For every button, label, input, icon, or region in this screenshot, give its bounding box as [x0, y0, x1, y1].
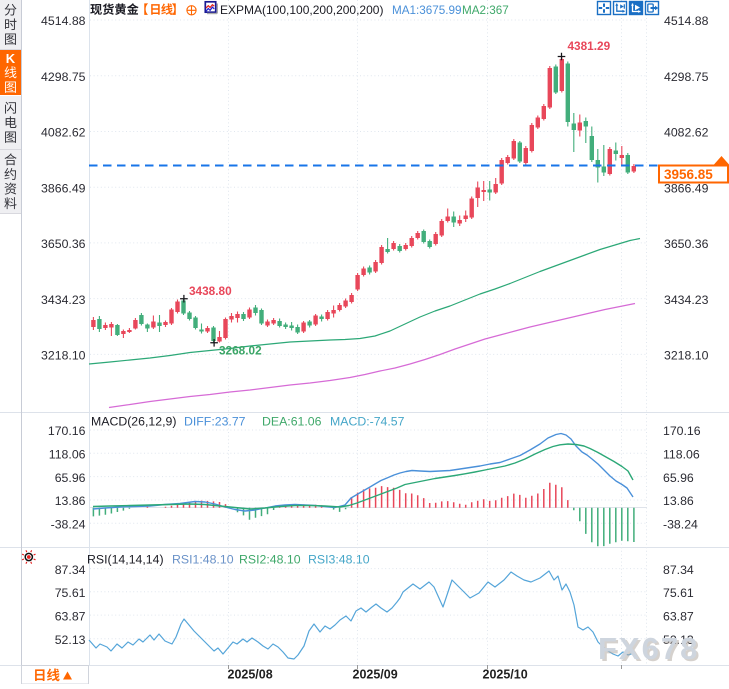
svg-text:4298.75: 4298.75 [41, 70, 86, 84]
svg-text:13.86: 13.86 [663, 494, 694, 508]
svg-text:-38.24: -38.24 [51, 518, 86, 532]
svg-text:87.34: 87.34 [55, 563, 86, 577]
svg-text:3434.23: 3434.23 [41, 293, 86, 307]
svg-text:118.06: 118.06 [663, 448, 700, 462]
svg-text:RSI3:48.10: RSI3:48.10 [308, 552, 370, 566]
svg-text:EXPMA(100,100,200,200,200): EXPMA(100,100,200,200,200) [220, 3, 383, 17]
svg-text:4082.62: 4082.62 [664, 126, 709, 140]
svg-text:2025/09: 2025/09 [353, 668, 398, 682]
svg-text:DIFF:23.77: DIFF:23.77 [184, 415, 246, 429]
svg-text:RSI1:48.10: RSI1:48.10 [172, 552, 234, 566]
svg-text:RSI(14,14,14): RSI(14,14,14) [87, 552, 164, 566]
svg-text:118.06: 118.06 [49, 448, 86, 462]
svg-text:-38.24: -38.24 [663, 518, 698, 532]
svg-text:65.96: 65.96 [663, 471, 694, 485]
svg-text:3866.49: 3866.49 [41, 181, 86, 195]
svg-text:4082.62: 4082.62 [41, 126, 86, 140]
svg-text:75.61: 75.61 [55, 586, 86, 600]
svg-text:63.87: 63.87 [663, 609, 694, 623]
svg-text:DEA:61.06: DEA:61.06 [262, 415, 322, 429]
svg-text:MA2:367: MA2:367 [462, 4, 509, 17]
svg-text:52.13: 52.13 [55, 633, 86, 647]
svg-text:3268.02: 3268.02 [219, 344, 262, 358]
svg-text:3438.80: 3438.80 [189, 284, 232, 298]
svg-text:4298.75: 4298.75 [664, 70, 709, 84]
svg-text:3218.10: 3218.10 [664, 349, 709, 363]
svg-text:3434.23: 3434.23 [664, 293, 709, 307]
svg-text:3956.85: 3956.85 [664, 167, 713, 182]
svg-text:3650.36: 3650.36 [664, 237, 709, 251]
svg-text:FX678: FX678 [600, 633, 701, 668]
svg-text:FX678: FX678 [598, 631, 699, 666]
svg-text:MACD(26,12,9): MACD(26,12,9) [91, 415, 176, 429]
svg-text:K: K [6, 51, 16, 66]
svg-text:63.87: 63.87 [55, 609, 86, 623]
svg-text:52.13: 52.13 [663, 633, 694, 647]
svg-text:170.16: 170.16 [48, 424, 86, 438]
svg-text:170.16: 170.16 [663, 424, 701, 438]
svg-text:2025/08: 2025/08 [228, 668, 273, 682]
svg-text:3218.10: 3218.10 [41, 349, 86, 363]
svg-text:3650.36: 3650.36 [41, 237, 86, 251]
svg-text:4514.88: 4514.88 [664, 14, 709, 28]
svg-text:87.34: 87.34 [663, 563, 694, 577]
svg-text:13.86: 13.86 [55, 494, 86, 508]
svg-text:75.61: 75.61 [663, 586, 694, 600]
svg-text:RSI2:48.10: RSI2:48.10 [239, 552, 301, 566]
svg-text:MA1:3675.99: MA1:3675.99 [392, 4, 462, 17]
svg-text:65.96: 65.96 [55, 471, 86, 485]
svg-text:MACD:-74.57: MACD:-74.57 [330, 415, 405, 429]
svg-text:4514.88: 4514.88 [41, 14, 86, 28]
svg-text:2025/10: 2025/10 [483, 668, 528, 682]
svg-text:4381.29: 4381.29 [568, 39, 611, 53]
svg-text:3866.49: 3866.49 [664, 181, 709, 195]
